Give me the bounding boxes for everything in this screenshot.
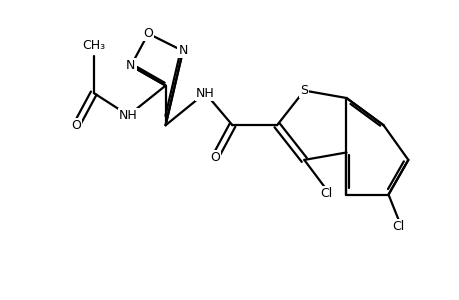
Text: O: O: [71, 119, 81, 132]
Text: NH: NH: [119, 109, 138, 122]
Text: Cl: Cl: [392, 220, 403, 233]
Text: S: S: [300, 84, 308, 97]
Text: O: O: [143, 27, 153, 40]
Text: Cl: Cl: [320, 187, 332, 200]
Text: N: N: [178, 44, 187, 57]
Text: NH: NH: [196, 86, 214, 100]
Text: O: O: [210, 151, 219, 164]
Text: CH₃: CH₃: [82, 39, 105, 52]
Text: N: N: [126, 59, 135, 72]
